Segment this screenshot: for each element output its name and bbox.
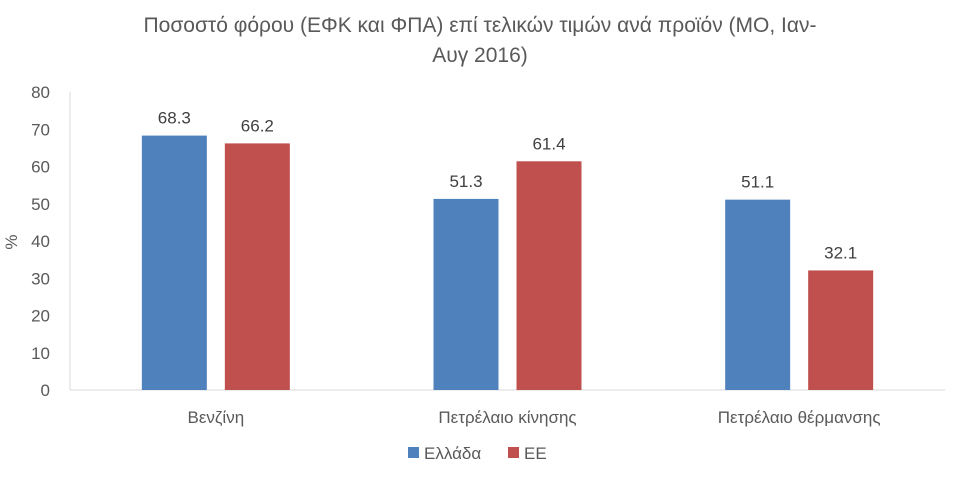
y-axis-label: % [2,234,21,249]
legend-swatch [508,447,519,458]
y-tick-label: 20 [31,307,50,326]
bar-ΕΕ-1 [516,161,582,390]
y-tick-label: 70 [31,120,50,139]
y-tick-label: 80 [31,83,50,102]
bars [141,135,874,390]
bar-Ελλάδα-1 [433,198,499,390]
category-label: Πετρέλαιο θέρμανσης [718,408,881,427]
category-label: Βενζίνη [188,408,245,427]
data-label: 51.1 [741,173,774,192]
legend-swatch [408,447,419,458]
y-tick-label: 60 [31,158,50,177]
chart-title: Ποσοστό φόρου (ΕΦΚ και ΦΠΑ) επί τελικών … [143,14,816,67]
bar-Ελλάδα-2 [725,199,791,390]
category-label: Πετρέλαιο κίνησης [438,408,576,427]
legend-label: ΕΕ [524,444,547,463]
data-labels: 68.3 66.2 51.3 61.4 51.1 32.1 [158,109,857,263]
y-tick-label: 40 [31,232,50,251]
data-label: 68.3 [158,109,191,128]
y-tick-label: 10 [31,344,50,363]
y-tick-label: 50 [31,195,50,214]
legend-label: Ελλάδα [424,444,481,463]
y-tick-label: 30 [31,269,50,288]
x-axis-categories: Βενζίνη Πετρέλαιο κίνησης Πετρέλαιο θέρμαν… [188,408,881,427]
data-label: 66.2 [241,116,274,135]
data-label: 51.3 [449,172,482,191]
chart-title-line-1: Ποσοστό φόρου (ΕΦΚ και ΦΠΑ) επί τελικών … [143,14,816,37]
data-label: 61.4 [532,134,565,153]
data-label: 32.1 [824,243,857,262]
legend: Ελλάδα ΕΕ [408,444,547,463]
bar-ΕΕ-2 [808,270,874,390]
chart-title-line-2: Αυγ 2016) [432,44,528,67]
bar-ΕΕ-0 [224,143,290,390]
y-tick-label: 0 [41,381,50,400]
y-axis-ticks: 0 10 20 30 40 50 60 70 80 [31,83,50,400]
bar-Ελλάδα-0 [141,135,207,390]
